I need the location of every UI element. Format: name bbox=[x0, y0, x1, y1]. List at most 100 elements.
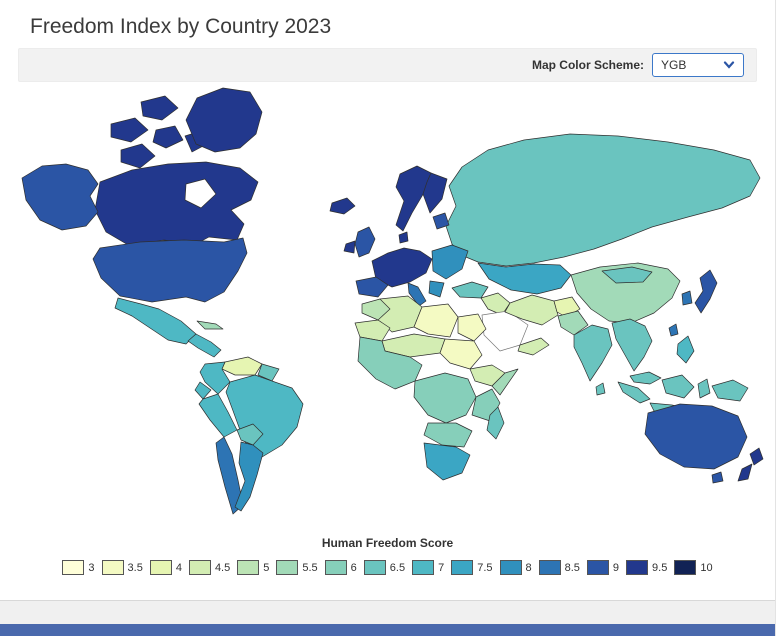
region-central-america[interactable] bbox=[187, 333, 222, 358]
region-southern-africa[interactable] bbox=[423, 442, 471, 481]
region-canada[interactable] bbox=[94, 161, 259, 247]
region-canada-arctic-island[interactable] bbox=[140, 95, 179, 121]
legend-swatch bbox=[101, 560, 124, 575]
region-new-zealand[interactable] bbox=[749, 447, 764, 466]
region-australia[interactable] bbox=[644, 403, 748, 470]
legend-item: 6 bbox=[324, 560, 357, 575]
region-new-zealand[interactable] bbox=[737, 463, 753, 482]
region-usa-alaska[interactable] bbox=[21, 163, 99, 231]
map-color-scheme-value: YGB bbox=[661, 58, 687, 72]
region-canada-arctic-island[interactable] bbox=[152, 125, 184, 149]
legend-label: 6 bbox=[350, 561, 357, 574]
legend-swatch bbox=[499, 560, 522, 575]
legend-swatch bbox=[324, 560, 347, 575]
legend-label: 5 bbox=[263, 561, 270, 574]
hudson-bay-water bbox=[184, 178, 217, 209]
region-canada-arctic-island[interactable] bbox=[120, 143, 156, 169]
region-norway-sweden[interactable] bbox=[395, 165, 432, 232]
region-egypt[interactable] bbox=[457, 313, 487, 342]
region-mongolia[interactable] bbox=[601, 266, 653, 284]
region-mexico[interactable] bbox=[114, 297, 197, 345]
legend-item: 10 bbox=[674, 560, 713, 575]
region-balkans[interactable] bbox=[428, 280, 445, 298]
region-ireland[interactable] bbox=[343, 240, 356, 254]
region-mauritania[interactable] bbox=[354, 319, 391, 342]
legend: Human Freedom Score 3 3.5 4 4.5 5 5.5 6 6.5 7 7.5… bbox=[0, 536, 775, 575]
region-iceland[interactable] bbox=[329, 197, 356, 215]
region-finland[interactable] bbox=[422, 172, 448, 214]
region-bolivia[interactable] bbox=[236, 423, 264, 446]
region-sri-lanka[interactable] bbox=[595, 382, 606, 396]
region-australia-tasmania[interactable] bbox=[711, 471, 724, 484]
region-indonesia-borneo[interactable] bbox=[661, 374, 695, 399]
map-color-scheme-label: Map Color Scheme: bbox=[531, 58, 644, 72]
region-libya[interactable] bbox=[413, 303, 459, 338]
legend-item: 9 bbox=[586, 560, 620, 575]
region-baltics[interactable] bbox=[432, 212, 450, 230]
region-madagascar[interactable] bbox=[486, 406, 505, 440]
legend-swatch bbox=[626, 560, 649, 575]
legend-item: 5.5 bbox=[276, 560, 318, 575]
region-west-africa[interactable] bbox=[357, 336, 423, 390]
legend-swatch bbox=[237, 560, 260, 575]
legend-label: 4 bbox=[175, 561, 182, 574]
toolbar: Map Color Scheme: YGB bbox=[18, 48, 757, 82]
region-china[interactable] bbox=[570, 262, 681, 324]
legend-label: 3 bbox=[88, 561, 95, 574]
region-taiwan[interactable] bbox=[668, 323, 679, 337]
region-pakistan[interactable] bbox=[557, 310, 589, 336]
region-brazil[interactable] bbox=[225, 374, 304, 458]
region-argentina[interactable] bbox=[234, 441, 264, 512]
legend-label: 7.5 bbox=[477, 561, 493, 574]
region-denmark[interactable] bbox=[398, 231, 409, 244]
region-uk[interactable] bbox=[354, 226, 376, 258]
chevron-down-icon bbox=[723, 61, 735, 69]
legend-label: 9.5 bbox=[652, 561, 668, 574]
legend-item: 4.5 bbox=[188, 560, 230, 575]
legend-label: 3.5 bbox=[127, 561, 143, 574]
region-somalia[interactable] bbox=[491, 368, 519, 396]
region-south-korea[interactable] bbox=[681, 290, 693, 306]
region-colombia[interactable] bbox=[199, 361, 231, 395]
region-usa[interactable] bbox=[92, 237, 248, 303]
region-canada-arctic-island[interactable] bbox=[110, 117, 149, 143]
legend-swatch bbox=[538, 560, 561, 575]
region-russia[interactable] bbox=[445, 133, 761, 267]
region-indonesia-sulawesi[interactable] bbox=[697, 378, 711, 399]
region-iberia[interactable] bbox=[355, 276, 389, 298]
region-central-asia[interactable] bbox=[477, 262, 572, 295]
region-italy[interactable] bbox=[407, 282, 427, 307]
region-morocco[interactable] bbox=[361, 298, 391, 321]
region-cuba[interactable] bbox=[196, 320, 224, 330]
region-central-africa[interactable] bbox=[413, 372, 477, 424]
region-indonesia-sumatra[interactable] bbox=[617, 381, 651, 404]
region-turkey[interactable] bbox=[451, 281, 489, 299]
footer-accent-bar bbox=[0, 624, 775, 636]
legend-item: 9.5 bbox=[626, 560, 667, 575]
legend-label: 8 bbox=[525, 561, 532, 574]
legend-item: 8 bbox=[499, 560, 532, 575]
legend-label: 9 bbox=[612, 561, 620, 574]
region-iran[interactable] bbox=[504, 294, 559, 326]
region-japan[interactable] bbox=[694, 269, 718, 314]
legend-item: 6.5 bbox=[363, 560, 405, 575]
region-angola-zambia[interactable] bbox=[423, 422, 473, 448]
legend-label: 7 bbox=[438, 561, 445, 574]
region-indochina[interactable] bbox=[611, 318, 653, 372]
region-malaysia[interactable] bbox=[629, 371, 662, 385]
region-greenland[interactable] bbox=[185, 87, 263, 153]
region-venezuela[interactable] bbox=[221, 356, 263, 376]
region-peru[interactable] bbox=[198, 393, 238, 438]
region-papua-new-guinea[interactable] bbox=[711, 379, 749, 402]
region-india[interactable] bbox=[573, 324, 613, 382]
region-iraq-syria[interactable] bbox=[480, 292, 511, 316]
region-chad-sudan[interactable] bbox=[439, 338, 483, 370]
legend-item: 4 bbox=[149, 560, 182, 575]
legend-label: 5.5 bbox=[302, 561, 318, 574]
region-chile[interactable] bbox=[215, 436, 244, 515]
map-color-scheme-select[interactable]: YGB bbox=[652, 53, 744, 77]
region-yemen-oman[interactable] bbox=[517, 337, 550, 356]
legend-title: Human Freedom Score bbox=[321, 536, 454, 550]
region-philippines[interactable] bbox=[676, 335, 695, 364]
region-eastern-europe[interactable] bbox=[431, 244, 469, 280]
